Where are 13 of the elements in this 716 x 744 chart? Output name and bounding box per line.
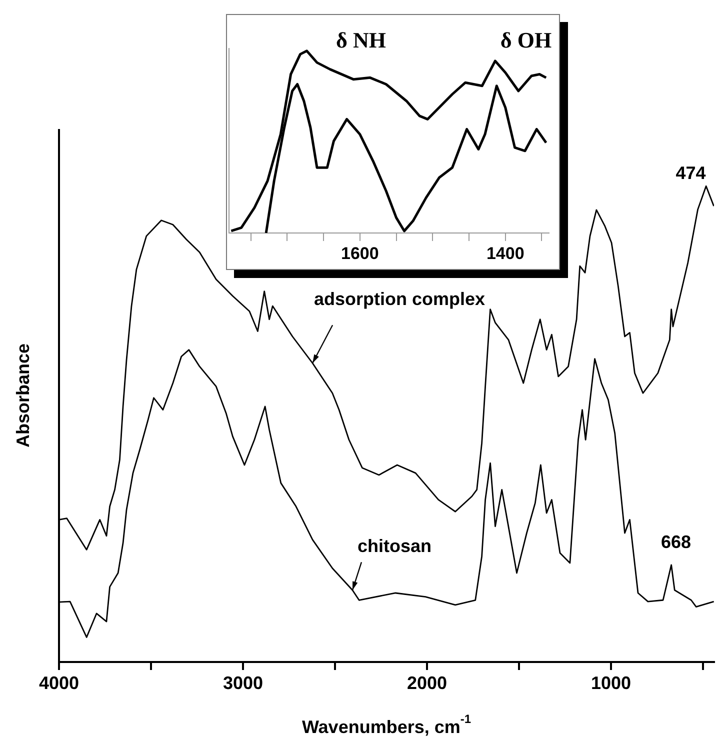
x-tick-label: 1600 xyxy=(340,244,379,263)
annotation: δ NH xyxy=(336,28,386,53)
x-tick-label: 1000 xyxy=(590,672,631,693)
annotation: adsorption complex xyxy=(314,289,486,310)
annotation: chitosan xyxy=(357,536,432,556)
x-tick-label: 2000 xyxy=(406,672,447,693)
annotation: δ OH xyxy=(500,28,552,53)
x-tick-label: 3000 xyxy=(222,672,264,693)
annotation: 668 xyxy=(661,532,692,552)
x-tick-label: 1400 xyxy=(486,244,524,263)
x-tick-label: 4000 xyxy=(38,672,80,693)
y-axis-title: Absorbance xyxy=(12,343,33,448)
annotation: 474 xyxy=(676,163,706,184)
